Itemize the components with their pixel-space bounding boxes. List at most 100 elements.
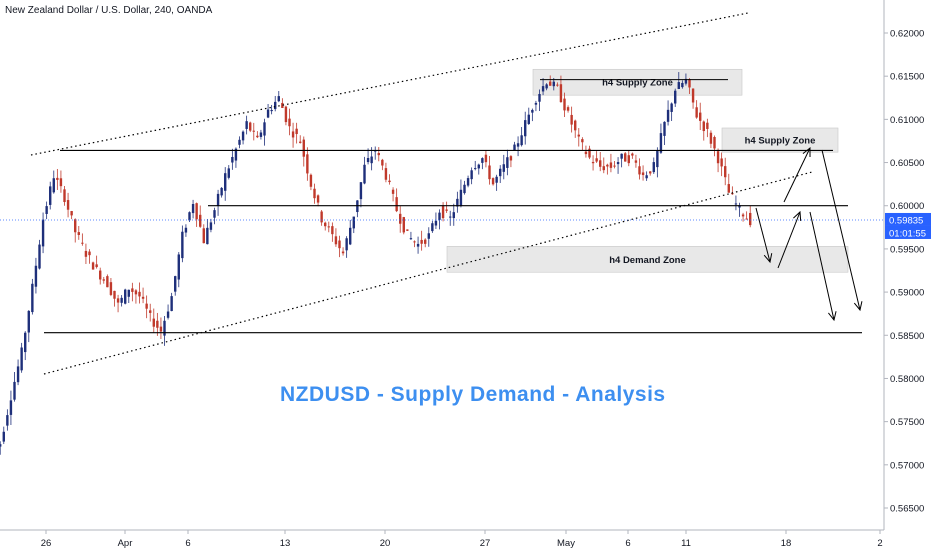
candle-body	[384, 168, 388, 180]
projection-arrow-head	[763, 253, 773, 264]
x-tick-label: 11	[681, 538, 691, 549]
y-tick-label: 0.57500	[890, 417, 924, 428]
projection-arrow	[755, 207, 771, 263]
candle-body	[2, 431, 5, 442]
candle-body	[291, 131, 295, 138]
candle-body	[563, 98, 566, 111]
candle-body	[231, 156, 234, 163]
candle-body	[270, 109, 273, 112]
candle-body	[520, 135, 523, 146]
candle-body	[131, 288, 134, 292]
candle-body	[609, 162, 613, 168]
candle-body	[445, 209, 448, 211]
candle-body	[220, 187, 223, 196]
candle-body	[395, 197, 398, 212]
zone-box	[721, 127, 839, 153]
candle-body	[145, 303, 148, 309]
candle-body	[495, 176, 498, 183]
candle-body	[413, 241, 416, 243]
candle-body	[399, 213, 402, 224]
candle-body	[163, 320, 166, 336]
candle-body	[477, 164, 480, 169]
candle-body	[81, 242, 84, 244]
candle-body	[331, 226, 334, 235]
candle-body	[731, 193, 734, 195]
countdown-label: 01:01:55	[889, 228, 926, 239]
candle-body	[581, 139, 584, 143]
projection-arrow-head	[793, 210, 802, 222]
candle-body	[456, 198, 459, 207]
candle-body	[484, 154, 488, 163]
candle-body	[438, 212, 441, 220]
candle-body	[6, 415, 9, 426]
candle-body	[366, 158, 370, 163]
candle-body	[541, 86, 545, 92]
candle-body	[359, 182, 363, 200]
candle-body	[181, 231, 184, 259]
candle-body	[663, 121, 666, 136]
candle-body	[406, 229, 409, 231]
candle-body	[488, 165, 491, 180]
candle-body	[641, 172, 645, 176]
candle-body	[549, 81, 552, 86]
candle-body	[0, 444, 2, 447]
y-tick-label: 0.59000	[890, 288, 924, 299]
candle-body	[588, 148, 591, 158]
channel-lower-line	[43, 171, 813, 375]
candle-body	[277, 96, 280, 102]
candle-body	[527, 114, 530, 124]
candle-body	[538, 93, 541, 102]
candle-body	[466, 178, 470, 186]
candle-body	[531, 109, 534, 113]
candle-body	[299, 141, 302, 143]
candle-body	[170, 296, 173, 312]
current-price-tag	[885, 212, 931, 226]
candle-body	[352, 216, 355, 229]
candle-body	[256, 135, 259, 138]
candle-body	[349, 227, 352, 245]
candle-body	[374, 150, 377, 152]
candle-body	[284, 106, 288, 123]
candle-body	[252, 130, 255, 132]
candle-body	[306, 154, 309, 174]
candle-body	[70, 211, 73, 216]
candle-body	[124, 289, 127, 304]
candle-body	[695, 107, 698, 118]
candle-body	[99, 270, 102, 280]
candle-body	[174, 276, 177, 292]
candle-body	[274, 101, 277, 110]
candle-body	[427, 233, 430, 239]
candle-body	[513, 144, 516, 151]
candle-body	[345, 238, 348, 251]
y-tick-label: 0.62000	[890, 29, 924, 40]
candle-body	[556, 84, 559, 86]
candle-body	[570, 114, 573, 125]
candle-body	[741, 214, 745, 217]
candle-body	[88, 251, 91, 256]
candle-body	[195, 203, 198, 220]
candle-body	[20, 347, 23, 371]
candle-body	[138, 291, 141, 297]
x-tick-label: Apr	[118, 538, 133, 549]
candle-body	[552, 81, 555, 87]
candle-body	[113, 290, 116, 299]
candle-body	[202, 228, 205, 244]
candle-body	[706, 122, 709, 129]
candle-body	[677, 82, 680, 89]
candle-body	[481, 158, 484, 163]
candle-body	[738, 205, 741, 208]
candle-body	[363, 164, 366, 184]
x-tick-label: 2	[877, 538, 882, 549]
candle-body	[656, 150, 659, 168]
candle-body	[506, 157, 509, 168]
candle-body	[449, 216, 452, 218]
zone-label: h4 Supply Zone	[745, 136, 816, 147]
candle-body	[166, 311, 170, 318]
candle-body	[295, 128, 298, 135]
candle-body	[134, 290, 138, 295]
candle-body	[699, 112, 702, 121]
candle-body	[720, 158, 723, 167]
candle-body	[91, 262, 95, 270]
candle-body	[674, 90, 677, 104]
